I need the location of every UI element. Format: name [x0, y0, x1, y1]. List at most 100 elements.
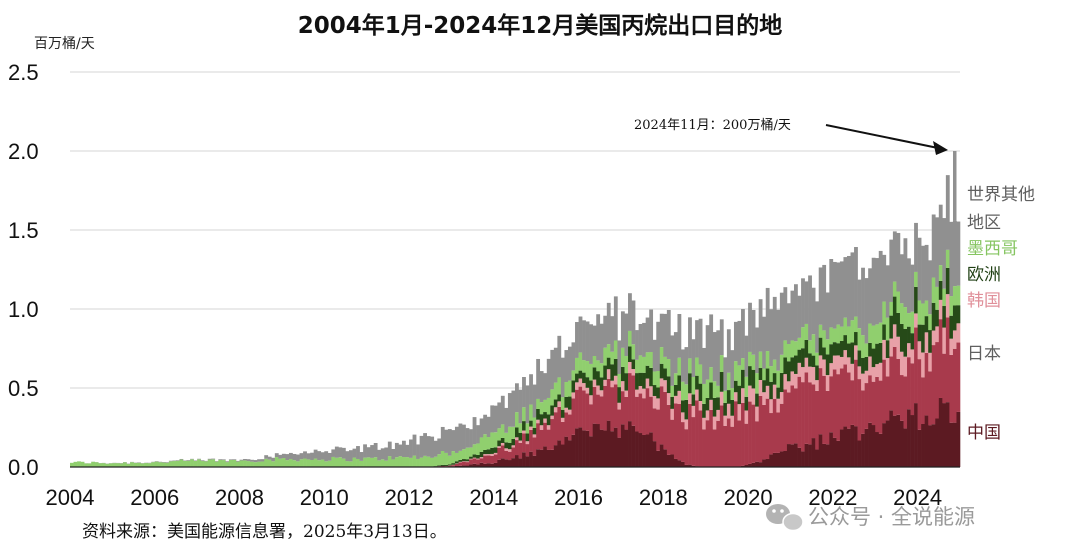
- bar-segment: [864, 428, 869, 467]
- bar-segment: [716, 385, 721, 398]
- bar-segment: [688, 358, 692, 374]
- bar-segment: [772, 452, 777, 467]
- bar-segment: [702, 417, 707, 430]
- bar-segment: [560, 417, 565, 422]
- bar-segment: [405, 444, 410, 458]
- bar-segment: [179, 459, 184, 467]
- bar-segment: [755, 421, 759, 462]
- bar-segment: [624, 390, 629, 397]
- bar-segment: [765, 351, 770, 369]
- bar-segment: [864, 370, 869, 384]
- bar-segment: [677, 390, 682, 405]
- bar-segment: [836, 262, 841, 325]
- bar-segment: [274, 457, 279, 467]
- bar-segment: [133, 462, 138, 467]
- bar-segment: [264, 455, 269, 459]
- bar-segment: [758, 351, 763, 369]
- bar-segment: [557, 394, 562, 402]
- bar-segment: [511, 390, 516, 427]
- bar-segment: [557, 440, 562, 467]
- bar-segment: [691, 339, 696, 377]
- bar-segment: [119, 463, 124, 467]
- bar-segment: [423, 433, 427, 456]
- bar-segment: [582, 360, 586, 373]
- bar-segment: [94, 462, 99, 467]
- bar-segment: [154, 461, 159, 467]
- bar-segment: [907, 258, 911, 314]
- bar-segment: [543, 373, 548, 400]
- bar-segment: [762, 316, 767, 369]
- bar-segment: [744, 423, 749, 465]
- bar-segment: [546, 449, 551, 467]
- bar-segment: [907, 326, 911, 344]
- bar-segment: [288, 452, 293, 459]
- bar-segment: [567, 409, 572, 415]
- x-tick-label: 2024: [893, 485, 942, 510]
- bar-segment: [560, 444, 565, 467]
- bar-segment: [751, 388, 756, 405]
- bar-segment: [861, 335, 865, 358]
- bar-segment: [659, 378, 664, 387]
- bar-segment: [680, 412, 685, 423]
- bar-segment: [783, 287, 788, 341]
- bar-segment: [472, 454, 477, 458]
- bar-segment: [546, 425, 551, 430]
- bar-segment: [949, 422, 954, 467]
- bar-segment: [599, 429, 604, 467]
- bar-segment: [854, 359, 858, 427]
- bar-segment: [338, 457, 343, 467]
- bar-segment: [652, 371, 657, 386]
- bar-segment: [762, 380, 767, 393]
- bar-segment: [479, 418, 484, 438]
- bar-segment: [490, 432, 495, 448]
- bar-segment: [458, 459, 463, 462]
- bar-segment: [310, 459, 314, 467]
- bar-segment: [638, 372, 643, 387]
- bar-segment: [356, 458, 360, 467]
- bar-segment: [896, 291, 901, 313]
- bar-segment: [628, 362, 632, 374]
- source-note: 资料来源：美国能源信息署，2025年3月13日。: [82, 522, 447, 542]
- bar-segment: [903, 356, 908, 377]
- bar-segment: [917, 359, 922, 430]
- bar-segment: [433, 440, 438, 457]
- bar-segment: [730, 350, 735, 389]
- bar-segment: [854, 345, 858, 360]
- bar-segment: [105, 463, 110, 467]
- bar-segment: [529, 451, 533, 467]
- bar-segment: [917, 341, 922, 360]
- bar-segment: [850, 424, 855, 467]
- bar-segment: [490, 447, 495, 454]
- bar-segment: [885, 420, 890, 467]
- bar-segment: [536, 408, 541, 420]
- bar-segment: [610, 364, 615, 381]
- bar-segment: [857, 279, 862, 329]
- bar-segment: [772, 296, 777, 360]
- bar-segment: [917, 237, 922, 301]
- bar-segment: [779, 392, 784, 404]
- bar-segment: [539, 371, 544, 403]
- bar-segment: [419, 435, 424, 458]
- bar-segment: [462, 459, 466, 462]
- bar-segment: [458, 461, 463, 463]
- bar-segment: [903, 376, 908, 429]
- bar-segment: [228, 460, 233, 467]
- bar-segment: [511, 445, 516, 448]
- bar-segment: [677, 357, 682, 376]
- bar-segment: [140, 463, 145, 467]
- bar-segment: [811, 384, 816, 439]
- bar-segment: [246, 461, 251, 467]
- bar-segment: [430, 457, 435, 467]
- bar-segment: [281, 453, 286, 458]
- bar-segment: [952, 348, 957, 423]
- bar-segment: [511, 458, 516, 467]
- bar-segment: [843, 350, 848, 365]
- bar-segment: [250, 461, 254, 467]
- bar-segment: [649, 309, 654, 352]
- bar-segment: [327, 460, 332, 467]
- bar-segment: [786, 361, 791, 382]
- bar-segment: [748, 366, 752, 386]
- bar-segment: [776, 370, 781, 388]
- bar-segment: [631, 344, 636, 360]
- bar-segment: [907, 409, 911, 467]
